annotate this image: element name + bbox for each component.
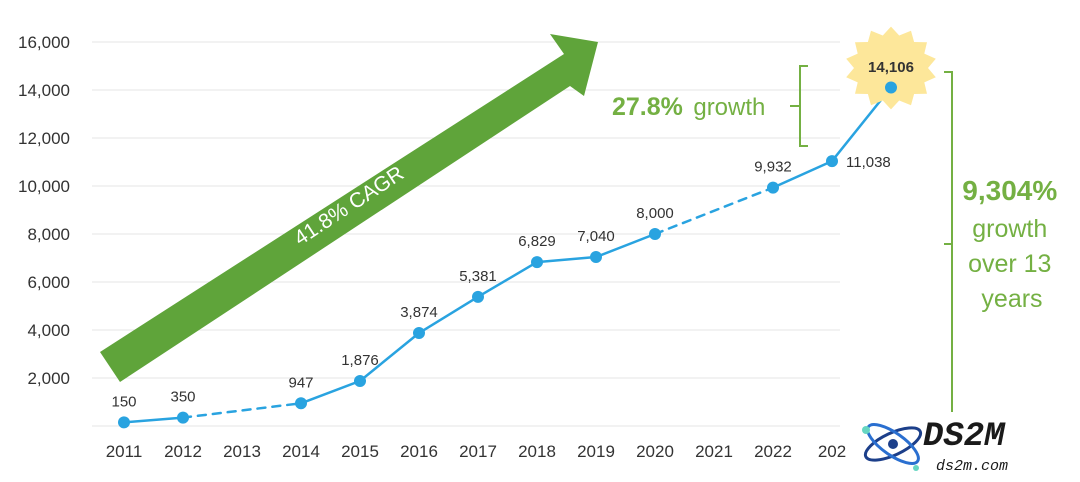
cagr-arrow [100, 34, 598, 382]
atom-orbit-icon [866, 423, 920, 465]
x-tick-label: 202 [818, 442, 846, 461]
y-axis-ticks: 2,000 4,000 6,000 8,000 10,000 12,000 14,000 16… [18, 33, 70, 388]
data-point [826, 155, 838, 168]
data-label: 11,038 [846, 154, 891, 171]
series-segment [181, 402, 303, 419]
series-segment [476, 260, 539, 299]
x-tick-label: 2018 [518, 442, 556, 461]
series-segment [417, 295, 480, 335]
y-tick-label: 14,000 [18, 81, 70, 100]
y-tick-label: 8,000 [27, 225, 70, 244]
logo-title: DS2M [923, 418, 1006, 456]
data-label: 150 [111, 393, 136, 410]
x-tick-label: 2011 [106, 442, 143, 461]
x-tick-label: 2012 [164, 442, 202, 461]
data-label: 3,874 [400, 304, 438, 321]
growth-annotation-percent: 27.8% [612, 93, 683, 121]
atom-dot-icon [862, 426, 870, 434]
data-point [649, 228, 661, 240]
x-tick-label: 2014 [282, 442, 320, 461]
x-tick-label: 2019 [577, 442, 615, 461]
series-line [122, 26, 936, 424]
y-tick-label: 16,000 [18, 33, 70, 52]
data-label: 5,381 [459, 268, 497, 285]
y-tick-label: 2,000 [27, 369, 70, 388]
growth-annotation: 27.8% growth [612, 93, 765, 121]
data-point [472, 290, 484, 303]
cagr-label: 41.8% CAGR [290, 162, 408, 250]
data-labels: 150 350 947 1,876 3,874 5,381 6,829 7,040 8,000 9… [111, 59, 913, 410]
y-tick-label: 4,000 [27, 321, 70, 340]
ds2m-logo: DS2M ds2m.com [862, 418, 1008, 475]
x-tick-label: 2013 [223, 442, 261, 461]
data-label: 947 [288, 374, 313, 391]
data-point [413, 327, 425, 340]
data-point [590, 251, 602, 264]
series-segment [299, 379, 362, 405]
data-point [295, 397, 307, 410]
data-point [885, 81, 897, 94]
data-point [531, 256, 543, 269]
x-tick-label: 2017 [459, 442, 497, 461]
total-growth-line-4: years [981, 285, 1042, 313]
x-axis-ticks: 2011 2012 2013 2014 2015 2016 2017 2018 2019 2020… [106, 442, 846, 461]
x-tick-label: 2015 [341, 442, 379, 461]
atom-nucleus-icon [888, 439, 898, 449]
total-growth-line-2: growth [972, 215, 1047, 243]
y-tick-label: 10,000 [18, 177, 70, 196]
total-growth-bracket [944, 71, 953, 412]
y-tick-label: 12,000 [18, 129, 70, 148]
series-segment [535, 255, 598, 264]
series-segment [771, 159, 834, 189]
total-growth-percent: 9,304% [962, 175, 1057, 206]
series-segment [653, 186, 775, 236]
data-point [767, 181, 779, 194]
series-points [118, 81, 897, 429]
growth-bracket [790, 65, 808, 147]
total-growth-annotation: 9,304% growth over 13 years [962, 175, 1061, 313]
data-point [177, 411, 189, 424]
total-growth-line-3: over 13 [968, 250, 1051, 278]
series-segment [122, 416, 185, 424]
data-label: 8,000 [636, 205, 674, 222]
data-label: 7,040 [577, 228, 615, 245]
data-label: 6,829 [518, 233, 556, 250]
growth-annotation-word: growth [693, 94, 765, 121]
highlight-starburst [846, 26, 936, 110]
series-segment [594, 232, 657, 259]
series-segment [358, 331, 421, 383]
x-tick-label: 2020 [636, 442, 674, 461]
x-tick-label: 2021 [695, 442, 733, 461]
atom-orbit-icon [863, 426, 923, 462]
x-tick-label: 2022 [754, 442, 792, 461]
logo-url: ds2m.com [936, 458, 1008, 475]
data-label: 1,876 [341, 352, 379, 369]
atom-dot-icon [913, 465, 919, 471]
data-label: 14,106 [868, 59, 914, 76]
data-point [118, 416, 130, 429]
x-tick-label: 2016 [400, 442, 438, 461]
data-label: 350 [170, 389, 195, 406]
y-tick-label: 6,000 [27, 273, 70, 292]
data-point [354, 374, 366, 387]
data-label: 9,932 [754, 159, 792, 176]
